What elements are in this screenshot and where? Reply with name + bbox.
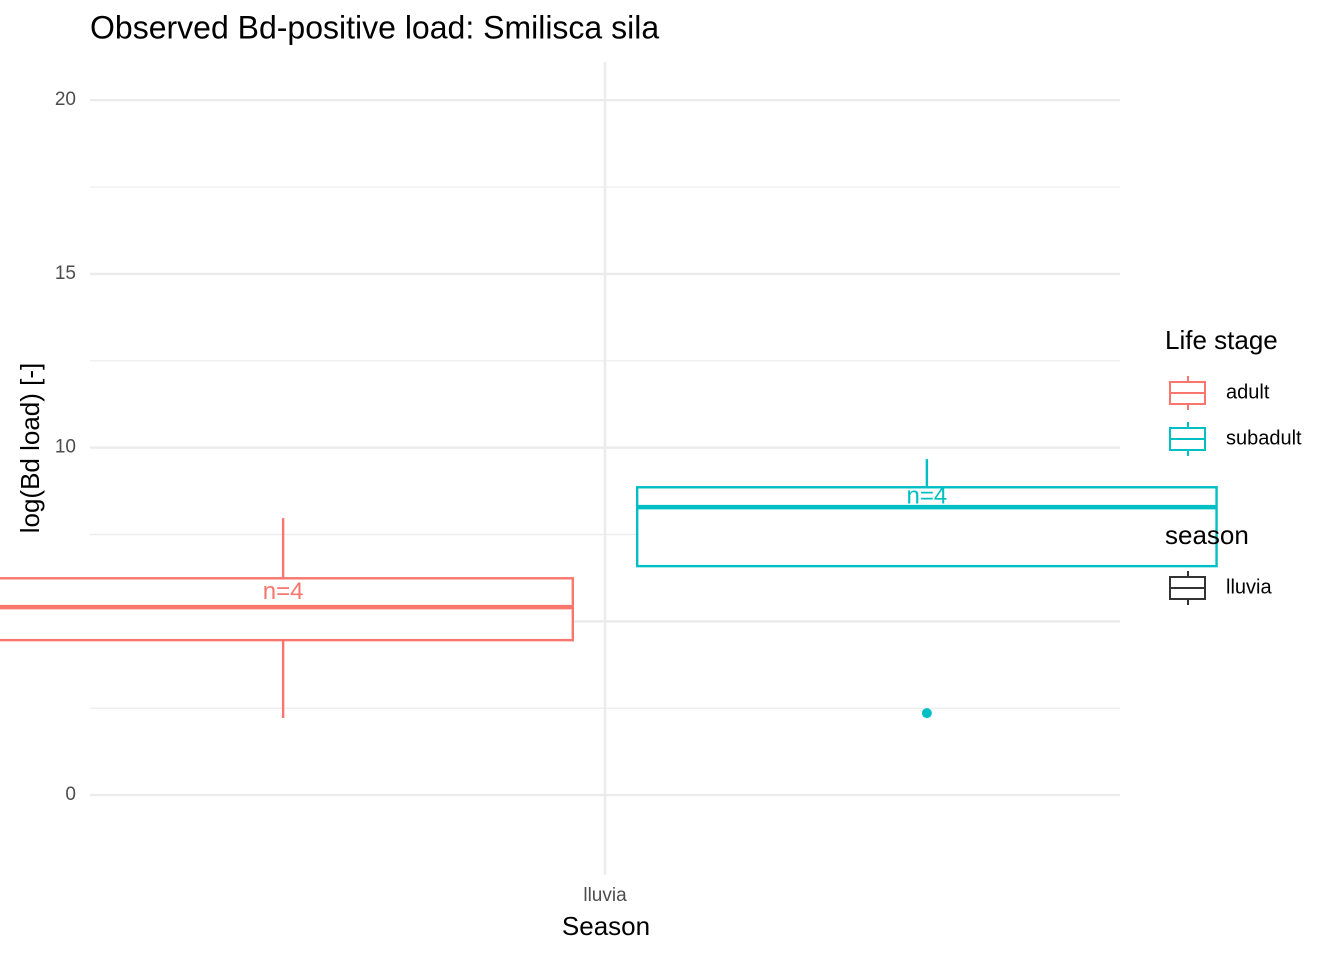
legend-label: subadult	[1226, 427, 1302, 449]
legend-label: lluvia	[1226, 576, 1272, 598]
outlier	[921, 708, 932, 719]
x-axis-label: Season	[562, 911, 650, 941]
legend-title: season	[1165, 520, 1249, 550]
box	[635, 486, 1218, 568]
legend-title: Life stage	[1165, 325, 1278, 355]
x-tick-label: lluvia	[583, 885, 627, 906]
chart-title: Observed Bd-positive load: Smilisca sila	[90, 9, 659, 45]
y-tick-label: 15	[55, 263, 76, 284]
y-axis-label: log(Bd load) [-]	[15, 363, 45, 534]
y-tick-label: 10	[55, 437, 76, 458]
y-tick-label: 20	[55, 89, 76, 110]
legend-label: adult	[1226, 381, 1270, 403]
n-label: n=4	[907, 483, 948, 510]
y-tick-label: 0	[65, 784, 76, 805]
n-label: n=4	[263, 578, 304, 605]
